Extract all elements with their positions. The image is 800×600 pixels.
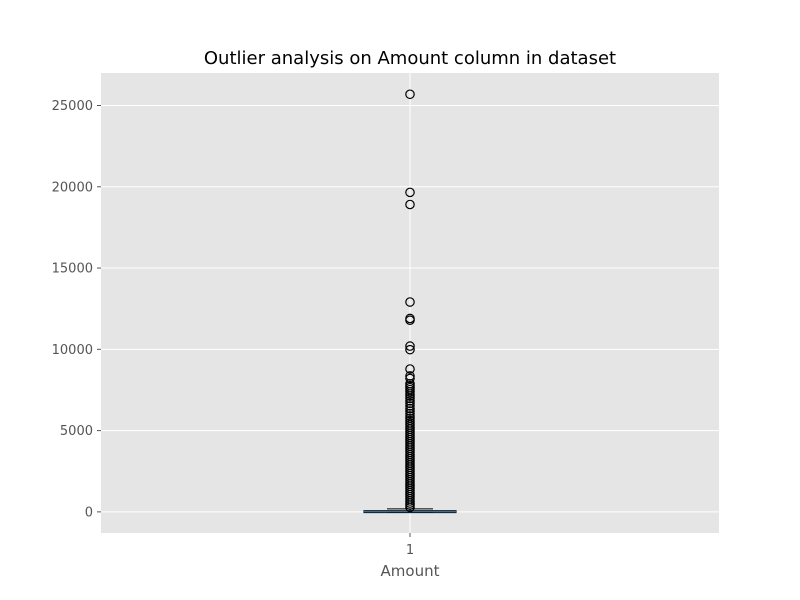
outlier-point bbox=[405, 401, 415, 411]
chart-title: Outlier analysis on Amount column in dat… bbox=[204, 48, 616, 69]
outlier-point bbox=[405, 187, 415, 198]
outlier-point bbox=[405, 344, 415, 355]
outlier-point bbox=[405, 315, 415, 326]
outlier-point bbox=[405, 364, 415, 374]
x-tick-label: 1 bbox=[406, 543, 414, 558]
outlier-point bbox=[405, 393, 415, 404]
outlier-point bbox=[405, 406, 415, 416]
y-tick-label: 10000 bbox=[52, 343, 93, 358]
x-axis-ticks: 1 bbox=[406, 533, 414, 558]
outlier-point bbox=[405, 199, 415, 210]
outlier-point bbox=[405, 297, 415, 307]
outlier-point bbox=[405, 341, 415, 351]
y-tick-label: 25000 bbox=[52, 99, 93, 114]
outlier-point bbox=[405, 502, 415, 513]
outlier-point bbox=[405, 396, 415, 406]
y-tick-label: 15000 bbox=[52, 262, 93, 277]
x-axis-label: Amount bbox=[381, 562, 440, 580]
outlier-point bbox=[405, 403, 415, 414]
outliers bbox=[405, 89, 415, 513]
outlier-point bbox=[405, 89, 415, 100]
outlier-point bbox=[405, 373, 415, 384]
y-tick-label: 5000 bbox=[60, 424, 93, 439]
y-axis-ticks: 0 5000 10000 15000 20000 25000 bbox=[52, 99, 101, 520]
y-tick-label: 20000 bbox=[52, 180, 93, 195]
y-tick-label: 0 bbox=[85, 505, 93, 520]
outlier-point bbox=[405, 408, 415, 419]
